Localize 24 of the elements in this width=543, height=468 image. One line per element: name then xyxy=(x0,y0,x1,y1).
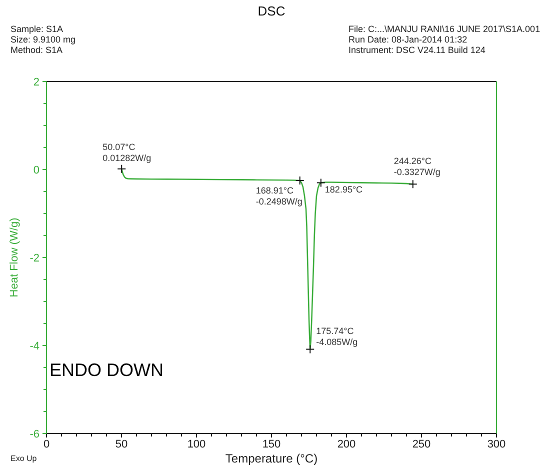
text: Sample: S1A Size: 9.9100 mg Method: S1A xyxy=(10,24,76,55)
x-tick-label: 50 xyxy=(115,438,128,450)
x-tick-label: 300 xyxy=(487,438,506,450)
annotation: ENDO DOWN xyxy=(50,360,164,380)
x-tick-label: 250 xyxy=(412,438,431,450)
y-axis-title: Heat Flow (W/g) xyxy=(8,218,21,298)
text: Exo Up xyxy=(10,454,38,464)
x-tick-label: 200 xyxy=(337,438,356,450)
annotation: 182.95°C xyxy=(324,184,364,195)
y-tick-label: -4 xyxy=(30,340,40,352)
x-tick-label: 150 xyxy=(262,438,281,450)
text: File: C:...\MANJU RANI\16 JUNE 2017\S1A.001 Run Date: 08-Jan-2014 01:32 Instrument: DSC V24.11 Build 124 xyxy=(348,24,540,55)
x-tick-label: 0 xyxy=(43,438,50,450)
y-tick-label: 2 xyxy=(33,76,40,88)
x-axis-title: Temperature (°C) xyxy=(225,452,318,466)
y-tick-label: 0 xyxy=(33,164,40,176)
chart-title: DSC xyxy=(258,4,286,18)
x-tick-label: 100 xyxy=(187,438,206,450)
annotation: 244.26°C -0.3327W/g xyxy=(394,156,440,178)
y-tick-label: -6 xyxy=(30,428,40,440)
y-tick-label: -2 xyxy=(30,252,40,264)
annotation: 175.74°C -4.085W/g xyxy=(316,326,358,348)
annotation: 50.07°C 0.01282W/g xyxy=(102,142,152,163)
annotation: 168.91°C -0.2498W/g xyxy=(256,185,302,206)
